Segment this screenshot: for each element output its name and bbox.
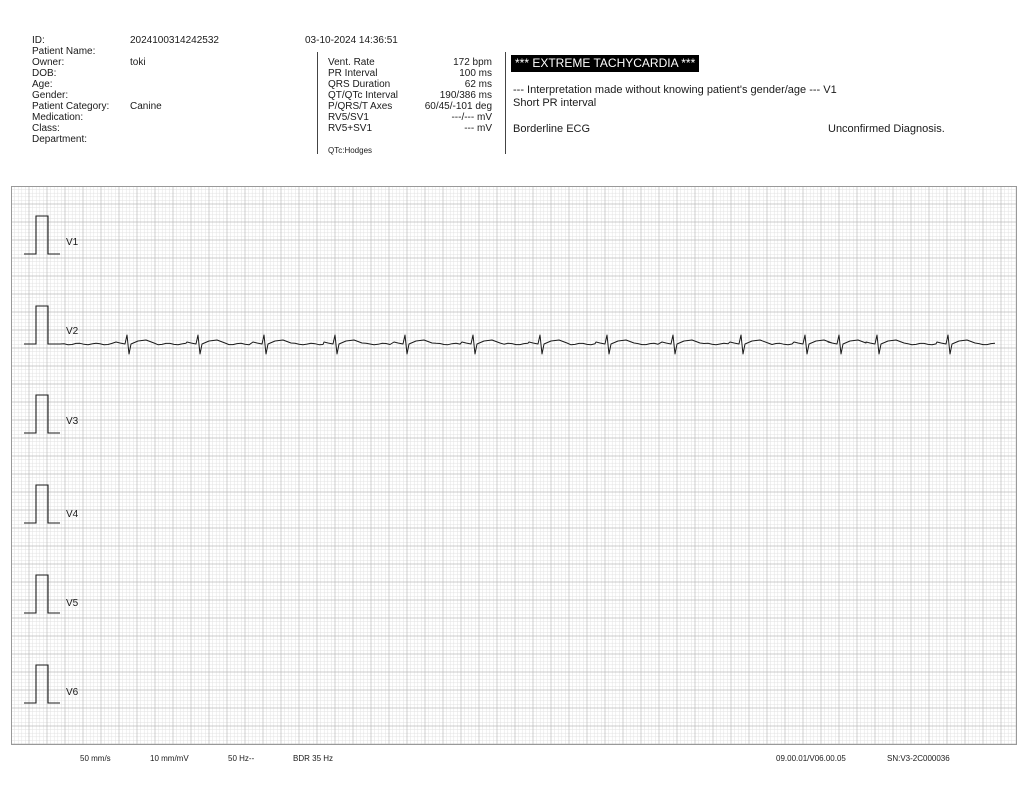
label-age: Age: — [32, 79, 53, 90]
measurement-labels: Vent. Rate PR Interval QRS Duration QT/Q… — [328, 57, 398, 134]
ecg-grid — [11, 186, 1017, 745]
lead-label-v6: V6 — [66, 687, 79, 698]
calibration-pulse-v2 — [24, 305, 60, 345]
label-qt-qtc: QT/QTc Interval — [328, 90, 399, 101]
label-department: Department: — [32, 134, 88, 145]
label-dob: DOB: — [32, 68, 57, 79]
calibration-pulse-v5 — [24, 574, 60, 614]
paper-speed: 50 mm/s — [80, 754, 111, 763]
label-gender: Gender: — [32, 90, 69, 101]
label-vent-rate: Vent. Rate — [328, 57, 375, 68]
record-datetime: 03-10-2024 14:36:51 — [305, 35, 398, 46]
calibration-pulse-v4 — [24, 484, 60, 524]
gain-setting: 10 mm/mV — [150, 754, 189, 763]
grid-minor-lines — [11, 186, 1017, 745]
measurement-values: 172 bpm 100 ms 62 ms 190/386 ms 60/45/-1… — [400, 57, 492, 134]
value-rv5-sv1: ---/--- mV — [451, 112, 492, 123]
interpretation-line-2: Short PR interval — [513, 97, 597, 109]
lead-label-v2: V2 — [66, 326, 79, 337]
interpretation-line-1: --- Interpretation made without knowing … — [513, 84, 837, 96]
value-pr-interval: 100 ms — [459, 68, 492, 79]
value-vent-rate: 172 bpm — [453, 57, 492, 68]
baseline-filter: BDR 35 Hz — [293, 754, 334, 763]
lead-label-v3: V3 — [66, 416, 79, 427]
label-id: ID: — [32, 35, 45, 46]
value-patient-category: Canine — [130, 101, 162, 112]
value-department — [130, 134, 219, 145]
diagnosis-status: Unconfirmed Diagnosis. — [828, 123, 945, 135]
grid-border — [11, 186, 1017, 745]
calibration-pulse-v6 — [24, 664, 60, 704]
value-qt-qtc: 190/386 ms — [439, 90, 492, 101]
value-gender — [130, 90, 219, 101]
calibration-pulse-v3 — [24, 394, 60, 434]
label-owner: Owner: — [32, 57, 65, 68]
value-class — [130, 123, 219, 134]
value-medication — [130, 112, 219, 123]
alert-banner: *** EXTREME TACHYCARDIA *** — [511, 55, 700, 72]
calibration-pulse-v1 — [24, 215, 60, 255]
device-serial: SN:V3-2C000036 — [887, 754, 950, 763]
notch-filter: 50 Hz-- — [228, 754, 255, 763]
label-class: Class: — [32, 123, 60, 134]
label-pr-interval: PR Interval — [328, 68, 378, 79]
value-owner: toki — [130, 57, 146, 68]
label-medication: Medication: — [32, 112, 84, 123]
label-rv5-plus-sv1: RV5+SV1 — [328, 123, 373, 134]
label-qrs-duration: QRS Duration — [328, 79, 391, 90]
separator-right — [505, 52, 506, 154]
ecg-trace-v2 — [59, 334, 996, 355]
lead-label-v5: V5 — [66, 598, 79, 609]
value-id: 2024100314242532 — [130, 35, 219, 46]
value-age — [130, 79, 219, 90]
interpretation-line-3: Borderline ECG — [513, 123, 591, 135]
separator-left — [317, 52, 318, 154]
value-qrs-duration: 62 ms — [464, 79, 492, 90]
value-dob — [130, 68, 219, 79]
label-patient-category: Patient Category: — [32, 101, 110, 112]
value-patient-name — [130, 46, 219, 57]
qtc-method: QTc:Hodges — [328, 146, 373, 155]
lead-label-v4: V4 — [66, 509, 79, 520]
value-rv5-plus-sv1: --- mV — [464, 123, 492, 134]
label-rv5-sv1: RV5/SV1 — [328, 112, 369, 123]
value-axes: 60/45/-101 deg — [424, 101, 492, 112]
lead-label-v1: V1 — [66, 237, 79, 248]
label-axes: P/QRS/T Axes — [328, 101, 393, 112]
patient-labels: ID: Patient Name: Owner: DOB: Age: Gende… — [32, 35, 109, 145]
grid-major-lines — [11, 186, 1017, 745]
software-version: 09.00.01/V06.00.05 — [776, 754, 846, 763]
label-patient-name: Patient Name: — [32, 46, 96, 57]
patient-values: 2024100314242532 toki Canine — [130, 35, 219, 145]
